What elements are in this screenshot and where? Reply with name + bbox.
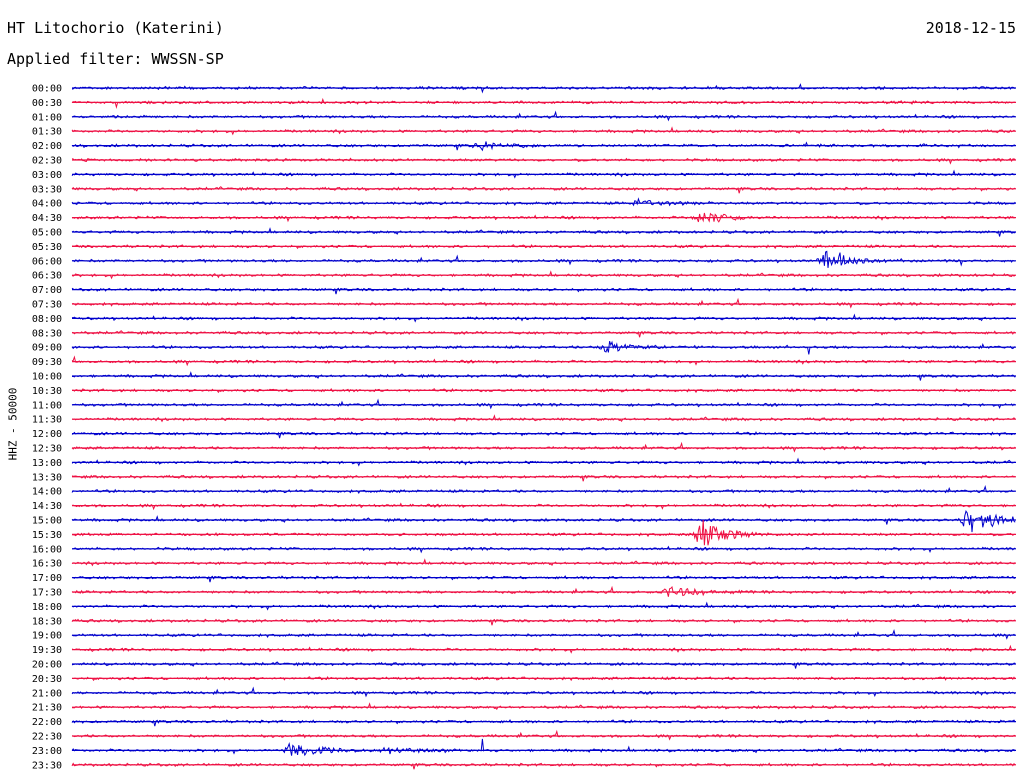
date-label: 2018-12-15 [925,19,1016,37]
row-time-label: 21:00 [32,688,62,699]
row-time-label: 12:30 [32,444,62,455]
row-time-label: 07:00 [32,285,62,296]
row-time-label: 19:00 [32,631,62,642]
row-time-label: 08:00 [32,314,62,325]
row-time-label: 13:30 [32,472,62,483]
trace-0330 [71,186,1016,194]
trace-0600 [71,250,1016,268]
trace-2230 [71,729,1016,741]
trace-0400 [71,197,1016,207]
trace-0730 [71,297,1016,309]
row-time-label: 22:00 [32,717,62,728]
trace-1500 [71,510,1016,533]
row-time-label: 01:30 [32,127,62,138]
trace-1630 [71,558,1016,567]
trace-1400 [71,484,1016,494]
row-time-label: 12:00 [32,429,62,440]
row-time-label: 08:30 [32,328,62,339]
row-time-label: 19:30 [32,645,62,656]
row-time-label: 00:30 [32,98,62,109]
row-time-label: 04:30 [32,213,62,224]
row-time-label: 18:30 [32,616,62,627]
row-time-label: 07:30 [32,300,62,311]
filter-label: Applied filter: WWSSN-SP [7,50,224,68]
row-time-label: 06:00 [32,256,62,267]
row-time-label: 09:30 [32,357,62,368]
row-time-label: 01:00 [32,112,62,123]
trace-2300 [71,738,1016,757]
row-time-label: 06:30 [32,271,62,282]
row-time-label: 21:30 [32,703,62,714]
trace-1130 [71,414,1016,423]
trace-0030 [71,97,1016,109]
row-time-label: 11:30 [32,415,62,426]
trace-0830 [71,330,1016,338]
trace-1900 [71,628,1016,640]
row-time-label: 15:00 [32,516,62,527]
station-title: HT Litochorio (Katerini) [7,19,224,37]
row-time-label: 02:30 [32,156,62,167]
row-time-label: 05:30 [32,242,62,253]
trace-2130 [72,702,1016,711]
row-time-label: 20:30 [32,674,62,685]
row-time-label: 05:00 [32,228,62,239]
trace-0230 [71,157,1016,165]
row-time-label: 03:00 [32,170,62,181]
trace-1000 [71,371,1016,381]
row-time-label: 22:30 [32,732,62,743]
row-time-label: 18:00 [32,602,62,613]
row-time-label: 20:00 [32,660,62,671]
trace-2100 [71,686,1016,698]
row-time-label: 04:00 [32,199,62,210]
row-time-label: 13:00 [32,458,62,469]
trace-1100 [71,398,1016,410]
trace-2000 [71,661,1016,669]
row-time-label: 11:00 [32,400,62,411]
row-time-label: 02:00 [32,141,62,152]
row-time-label: 16:30 [32,559,62,570]
row-time-label: 16:00 [32,544,62,555]
trace-1530 [71,519,1016,546]
row-time-label: 17:30 [32,588,62,599]
row-time-label: 17:00 [32,573,62,584]
row-time-label: 14:00 [32,487,62,498]
row-time-label: 15:30 [32,530,62,541]
row-time-label: 10:30 [32,386,62,397]
row-time-label: 09:00 [32,343,62,354]
trace-1230 [71,441,1016,453]
row-time-label: 00:00 [32,84,62,95]
row-time-label: 10:00 [32,372,62,383]
row-time-label: 03:30 [32,184,62,195]
trace-0930 [71,355,1016,367]
row-time-label: 14:30 [32,501,62,512]
trace-1600 [71,545,1016,554]
trace-0500 [71,227,1016,237]
row-time-label: 23:30 [32,760,62,771]
row-time-label: 23:00 [32,746,62,757]
trace-0100 [71,110,1016,122]
